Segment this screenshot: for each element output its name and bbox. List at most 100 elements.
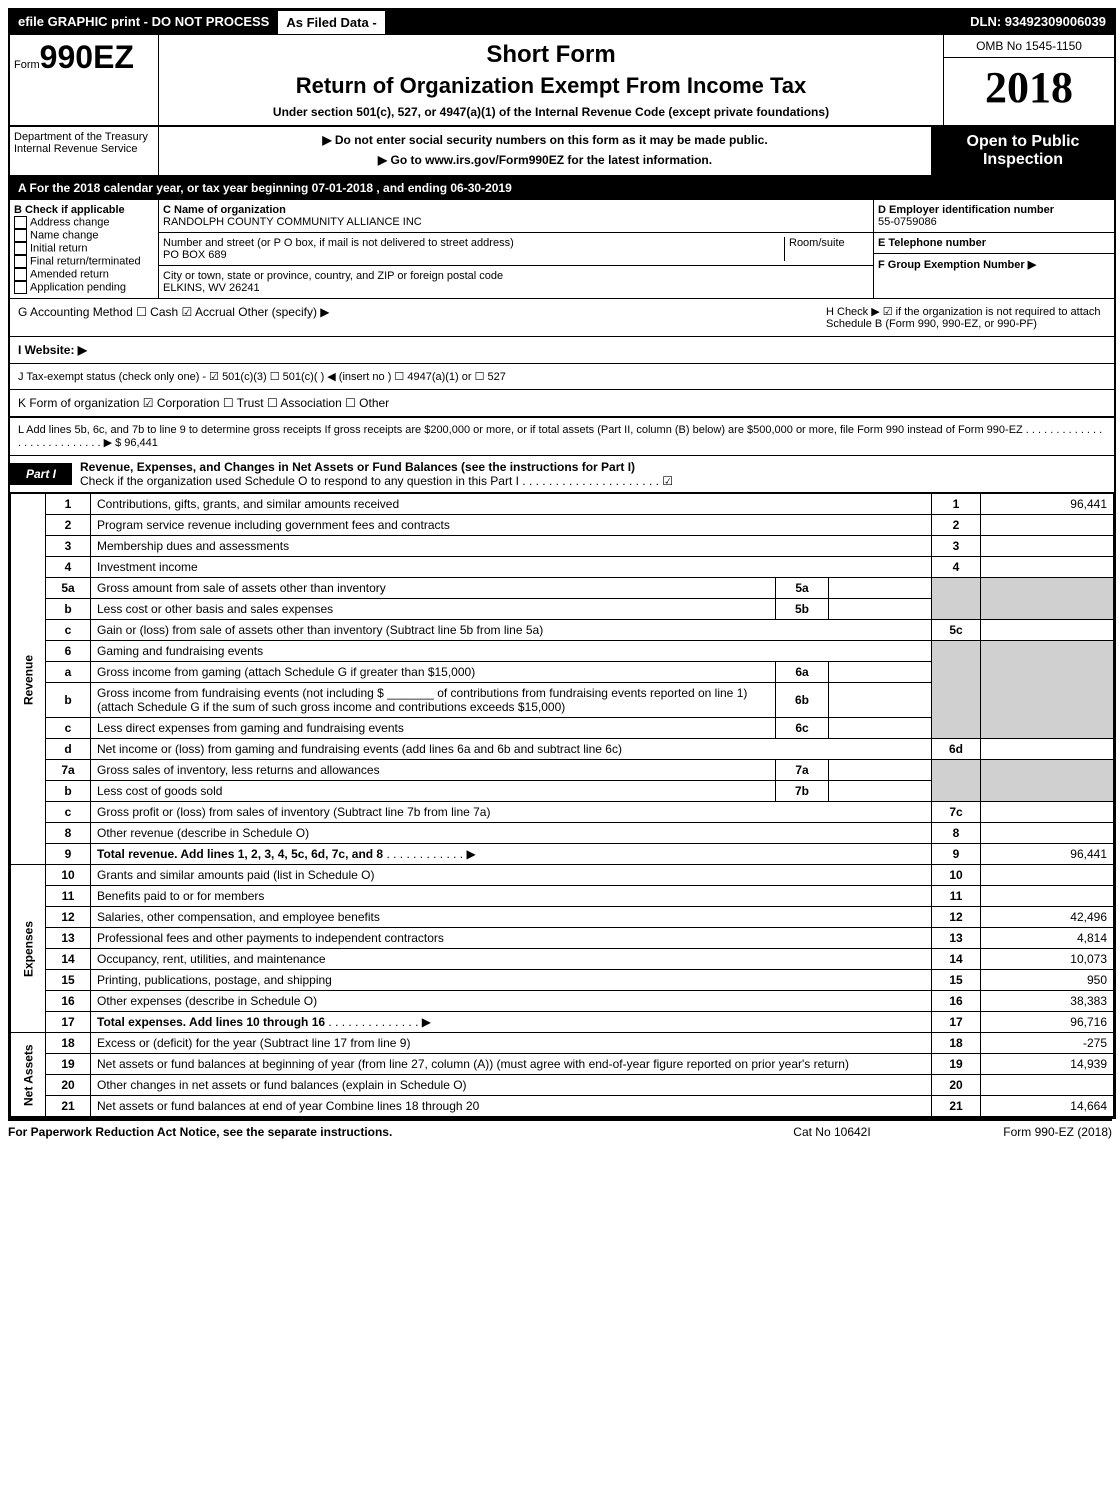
ln7a-subval — [829, 760, 932, 781]
ln10-numcol: 10 — [932, 865, 981, 886]
tax-year: 2018 — [944, 58, 1114, 125]
ln12-desc: Salaries, other compensation, and employ… — [91, 907, 932, 928]
ln5b-desc: Less cost or other basis and sales expen… — [91, 599, 776, 620]
ln3-val — [981, 536, 1114, 557]
goto-link: ▶ Go to www.irs.gov/Form990EZ for the la… — [165, 153, 925, 167]
f-label: F Group Exemption Number ▶ — [878, 258, 1110, 271]
ln11-desc: Benefits paid to or for members — [91, 886, 932, 907]
line-k: K Form of organization ☑ Corporation ☐ T… — [10, 390, 1114, 418]
form-title-block: Short Form Return of Organization Exempt… — [159, 35, 944, 125]
ln7c-desc: Gross profit or (loss) from sales of inv… — [91, 802, 932, 823]
ln18-desc: Excess or (deficit) for the year (Subtra… — [91, 1033, 932, 1054]
part1-title-text: Revenue, Expenses, and Changes in Net As… — [80, 460, 635, 474]
group-exemption: F Group Exemption Number ▶ — [874, 254, 1114, 298]
ln17-desc: Total expenses. Add lines 10 through 16 … — [91, 1012, 932, 1033]
ln8-desc: Other revenue (describe in Schedule O) — [91, 823, 932, 844]
form-id: Form990EZ — [10, 35, 159, 125]
part1-label: Part I — [10, 463, 72, 485]
open-inspection: Open to Public Inspection — [932, 127, 1114, 175]
ln12-num: 12 — [46, 907, 91, 928]
check-amended: Amended return — [14, 268, 154, 281]
return-title: Return of Organization Exempt From Incom… — [165, 73, 937, 99]
ln5c-val — [981, 620, 1114, 641]
omb-number: OMB No 1545-1150 — [944, 35, 1114, 58]
ln3-desc: Membership dues and assessments — [91, 536, 932, 557]
d-label: D Employer identification number — [878, 204, 1110, 216]
ln7b-desc: Less cost of goods sold — [91, 781, 776, 802]
ln9-desc: Total revenue. Add lines 1, 2, 3, 4, 5c,… — [91, 844, 932, 865]
ln21-num: 21 — [46, 1096, 91, 1117]
side-expenses: Expenses — [11, 865, 46, 1033]
efile-label: efile GRAPHIC print - DO NOT PROCESS — [10, 10, 277, 35]
ln6b-desc: Gross income from fundraising events (no… — [91, 683, 776, 718]
ln15-desc: Printing, publications, postage, and shi… — [91, 970, 932, 991]
ln6d-val — [981, 739, 1114, 760]
ln5c-desc: Gain or (loss) from sale of assets other… — [91, 620, 932, 641]
ln15-num: 15 — [46, 970, 91, 991]
ln17-val: 96,716 — [981, 1012, 1114, 1033]
ln4-val — [981, 557, 1114, 578]
ln7c-num: c — [46, 802, 91, 823]
ln20-num: 20 — [46, 1075, 91, 1096]
ln20-val — [981, 1075, 1114, 1096]
ln13-desc: Professional fees and other payments to … — [91, 928, 932, 949]
ln8-numcol: 8 — [932, 823, 981, 844]
ln13-num: 13 — [46, 928, 91, 949]
ln16-val: 38,383 — [981, 991, 1114, 1012]
ln7ab-shade — [932, 760, 981, 802]
ln11-val — [981, 886, 1114, 907]
ln18-num: 18 — [46, 1033, 91, 1054]
ln6a-subval — [829, 662, 932, 683]
ln2-num: 2 — [46, 515, 91, 536]
c-label: C Name of organization — [163, 204, 869, 216]
ln6c-desc: Less direct expenses from gaming and fun… — [91, 718, 776, 739]
irs-name: Internal Revenue Service — [14, 143, 154, 155]
ln6-num: 6 — [46, 641, 91, 662]
dept-row: Department of the Treasury Internal Reve… — [10, 127, 1114, 177]
part1-sub: Check if the organization used Schedule … — [80, 474, 673, 488]
ln19-numcol: 19 — [932, 1054, 981, 1075]
ln1-val: 96,441 — [981, 494, 1114, 515]
ln6c-num: c — [46, 718, 91, 739]
ln5a-subval — [829, 578, 932, 599]
header: Form990EZ Short Form Return of Organizat… — [10, 35, 1114, 127]
ln12-val: 42,496 — [981, 907, 1114, 928]
ln1-num: 1 — [46, 494, 91, 515]
ln16-desc: Other expenses (describe in Schedule O) — [91, 991, 932, 1012]
check-pending: Application pending — [14, 281, 154, 294]
side-netassets: Net Assets — [11, 1033, 46, 1117]
col-b-title: B Check if applicable — [14, 204, 154, 216]
ln4-num: 4 — [46, 557, 91, 578]
ln20-numcol: 20 — [932, 1075, 981, 1096]
asfiled-label: As Filed Data - — [277, 10, 385, 35]
line-i: I Website: ▶ — [10, 337, 1114, 364]
line-h: H Check ▶ ☑ if the organization is not r… — [826, 305, 1106, 330]
ln4-desc: Investment income — [91, 557, 932, 578]
ln6-shade — [932, 641, 981, 739]
form-number: 990EZ — [40, 39, 134, 75]
city-label: City or town, state or province, country… — [163, 270, 869, 282]
ln6b-subval — [829, 683, 932, 718]
form-prefix: Form — [14, 59, 40, 71]
ln12-numcol: 12 — [932, 907, 981, 928]
ln7b-sub: 7b — [776, 781, 829, 802]
ln18-numcol: 18 — [932, 1033, 981, 1054]
section-a: A For the 2018 calendar year, or tax yea… — [10, 177, 1114, 200]
ln6a-sub: 6a — [776, 662, 829, 683]
ln14-desc: Occupancy, rent, utilities, and maintena… — [91, 949, 932, 970]
header-right: OMB No 1545-1150 2018 — [944, 35, 1114, 125]
dept-treasury: Department of the Treasury Internal Reve… — [10, 127, 159, 175]
dln-label: DLN: 93492309006039 — [962, 10, 1114, 35]
ln6d-desc: Net income or (loss) from gaming and fun… — [91, 739, 932, 760]
ln14-numcol: 14 — [932, 949, 981, 970]
phone-block: E Telephone number — [874, 233, 1114, 254]
ln7a-sub: 7a — [776, 760, 829, 781]
dept-instructions: ▶ Do not enter social security numbers o… — [159, 127, 932, 175]
ln6a-desc: Gross income from gaming (attach Schedul… — [91, 662, 776, 683]
top-bar: efile GRAPHIC print - DO NOT PROCESS As … — [10, 10, 1114, 35]
form-990ez: efile GRAPHIC print - DO NOT PROCESS As … — [8, 8, 1116, 1119]
ln16-num: 16 — [46, 991, 91, 1012]
ln6d-num: d — [46, 739, 91, 760]
col-b-checkboxes: B Check if applicable Address change Nam… — [10, 200, 159, 298]
check-name: Name change — [14, 229, 154, 242]
